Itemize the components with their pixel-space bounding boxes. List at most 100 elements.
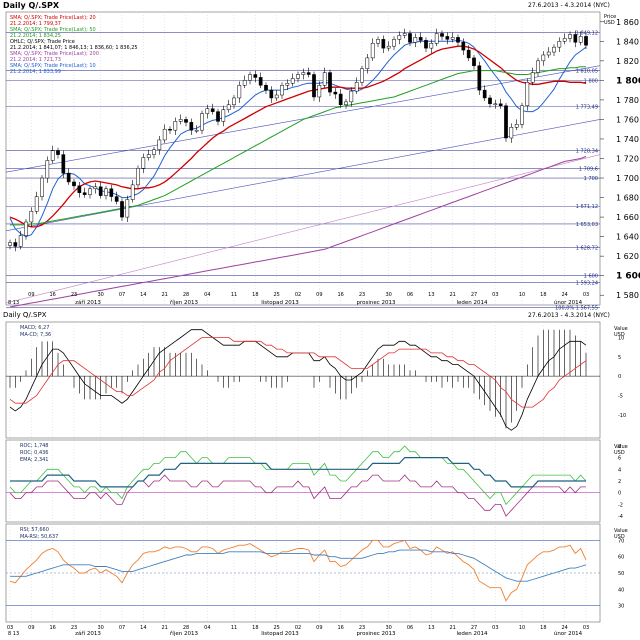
main-x-tick-label: 14 [140, 292, 146, 298]
lower-unit-label: USD [614, 332, 625, 338]
lower-x-tick-label: 16 [337, 625, 343, 631]
candle-body [173, 121, 178, 131]
candle-body [557, 41, 562, 48]
roc-y-tick-label: 2 [618, 479, 621, 485]
ma-line-1 [9, 45, 587, 228]
main-x-tick-label: 03 [583, 292, 589, 298]
price-unit-label: Price [604, 14, 616, 20]
candle-body [125, 199, 130, 218]
main-month-label: září 2013 [75, 299, 101, 306]
price-tick-label: 1 680 [616, 194, 639, 203]
price-tick-label: 1 600 [616, 272, 640, 282]
candle-body [34, 196, 39, 212]
lower-x-tick-label: 23 [359, 625, 365, 631]
candle-body [82, 192, 87, 195]
panel-frame-1 [5, 321, 601, 439]
lower-x-tick-label: 24 [561, 625, 567, 631]
main-x-tick-label: 09 [28, 292, 34, 298]
main-x-tick-label: 23 [71, 292, 77, 298]
reference-level-label: 1 800 [584, 78, 598, 84]
lower-x-tick-label: 23 [71, 625, 77, 631]
main-x-tick-label: 25 [273, 292, 279, 298]
candle-body [104, 188, 108, 196]
lower-unit-label: USD [614, 450, 625, 456]
legend-entry: SMA; Q/.SPX; Trade Price(Last); 10 [10, 63, 96, 69]
lower-month-label: říjen 2013 [170, 630, 198, 636]
price-tick-label: 1 800 [616, 76, 640, 86]
candle-body [408, 33, 412, 43]
main-legend: SMA; Q/.SPX; Trade Price(Last); 20 21.2.2… [10, 15, 138, 75]
lower-unit-label: Value [614, 326, 628, 332]
legend-entry: OHLC; Q/.SPX; Trade Price [10, 39, 75, 45]
candle-body [562, 38, 567, 42]
candle-body [216, 111, 220, 122]
candle-body [178, 119, 183, 122]
lower-unit-label: Value [614, 528, 628, 534]
lower-x-tick-label: 13 [428, 625, 434, 631]
candle-body [109, 188, 114, 197]
legend-entry: SMA; Q/.SPX; Trade Price(Last); 20 [10, 15, 96, 21]
candle-body [258, 77, 263, 86]
roc-y-tick-label: 6 [618, 456, 621, 462]
candle-body [349, 90, 354, 103]
candle-body [269, 89, 274, 99]
candle-body [450, 37, 455, 40]
candle-body [344, 101, 348, 106]
legend-entry: SMA; Q/.SPX; Trade Price(Last); 50 [10, 27, 96, 33]
candle-body [482, 89, 487, 99]
lower-month-label: prosinec 2013 [356, 631, 396, 636]
candle-body [296, 74, 300, 79]
candle-body [376, 39, 380, 44]
candle-body [578, 36, 583, 43]
price-tick-label: 1 700 [616, 174, 639, 183]
main-x-tick-label: 16 [337, 292, 343, 298]
candle-body [573, 34, 578, 43]
rsi-legend-entry: RSI; 57,660 [20, 527, 49, 533]
lower-x-tick-label: 16 [49, 625, 55, 631]
candle-body [584, 36, 588, 46]
reference-level-label: 1 810,05 [576, 69, 598, 75]
price-unit-label: USD [604, 20, 615, 26]
lower-x-tick-label: 04 [204, 625, 210, 631]
rsi-legend-entry: MA-RSI; 50,637 [20, 534, 58, 540]
main-x-tick-label: 23 [359, 292, 365, 298]
rsi-line-1 [10, 549, 587, 582]
candle-body [530, 72, 535, 83]
lower-x-tick-label: 30 [97, 625, 103, 631]
rsi-line-0 [9, 539, 587, 602]
candle-body [194, 129, 199, 132]
candle-body [61, 154, 66, 174]
main-x-tick-label: 04 [204, 292, 210, 298]
candle-body [301, 72, 306, 75]
roc-legend-entry: EMA; 2,341 [20, 457, 48, 463]
roc-y-tick-label: 8 [618, 444, 621, 450]
candle-body [333, 91, 338, 95]
price-tick-label: 1 740 [616, 135, 639, 144]
price-tick-label: 1 580 [616, 291, 639, 300]
candle-body [146, 154, 151, 158]
reference-level-label: 1 628,72 [576, 246, 598, 252]
candle-body [232, 97, 236, 106]
macd-y-tick-label: 5 [618, 355, 621, 361]
candle-body [498, 103, 503, 107]
lower-x-tick-label: 02 [295, 625, 301, 631]
candle-body [520, 105, 524, 125]
candle-body [226, 104, 231, 110]
price-tick-label: 1 840 [616, 37, 639, 46]
candle-body [290, 78, 295, 84]
reference-level-label: 1 728,34 [576, 148, 598, 154]
main-x-tick-label: 24 [561, 292, 567, 298]
price-tick-label: 1 860 [616, 18, 639, 27]
main-x-tick-label: 18 [540, 292, 546, 298]
candle-body [152, 149, 156, 155]
main-x-tick-label: 09 [316, 292, 322, 298]
candle-body [168, 128, 172, 131]
candle-body [525, 82, 530, 107]
main-x-tick-label: 28 [183, 292, 189, 298]
price-tick-label: 1 620 [616, 252, 639, 261]
main-x-marker: 8 13 [8, 300, 19, 306]
candle-body [536, 60, 540, 73]
candle-body [466, 49, 471, 59]
candle-body [88, 188, 92, 195]
price-tick-label: 1 720 [616, 155, 639, 164]
